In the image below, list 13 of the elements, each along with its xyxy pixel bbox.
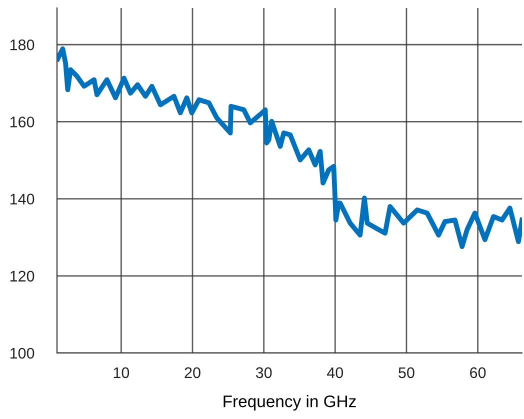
y-tick-label: 180 bbox=[10, 39, 34, 50]
x-tick-label: 50 bbox=[398, 367, 414, 378]
x-tick-label: 10 bbox=[114, 367, 130, 378]
x-axis-title: Frequency in GHz bbox=[224, 395, 356, 411]
y-tick-label: 120 bbox=[10, 270, 34, 282]
x-tick-label: 30 bbox=[256, 367, 272, 378]
x-tick-label: 40 bbox=[327, 367, 344, 378]
y-tick-label: 100 bbox=[10, 348, 34, 359]
x-tick-label: 60 bbox=[470, 367, 486, 378]
x-tick-label: 20 bbox=[184, 367, 200, 378]
y-tick-label: 140 bbox=[10, 194, 34, 204]
line-series bbox=[57, 46, 522, 250]
y-tick-label: 160 bbox=[10, 116, 34, 128]
